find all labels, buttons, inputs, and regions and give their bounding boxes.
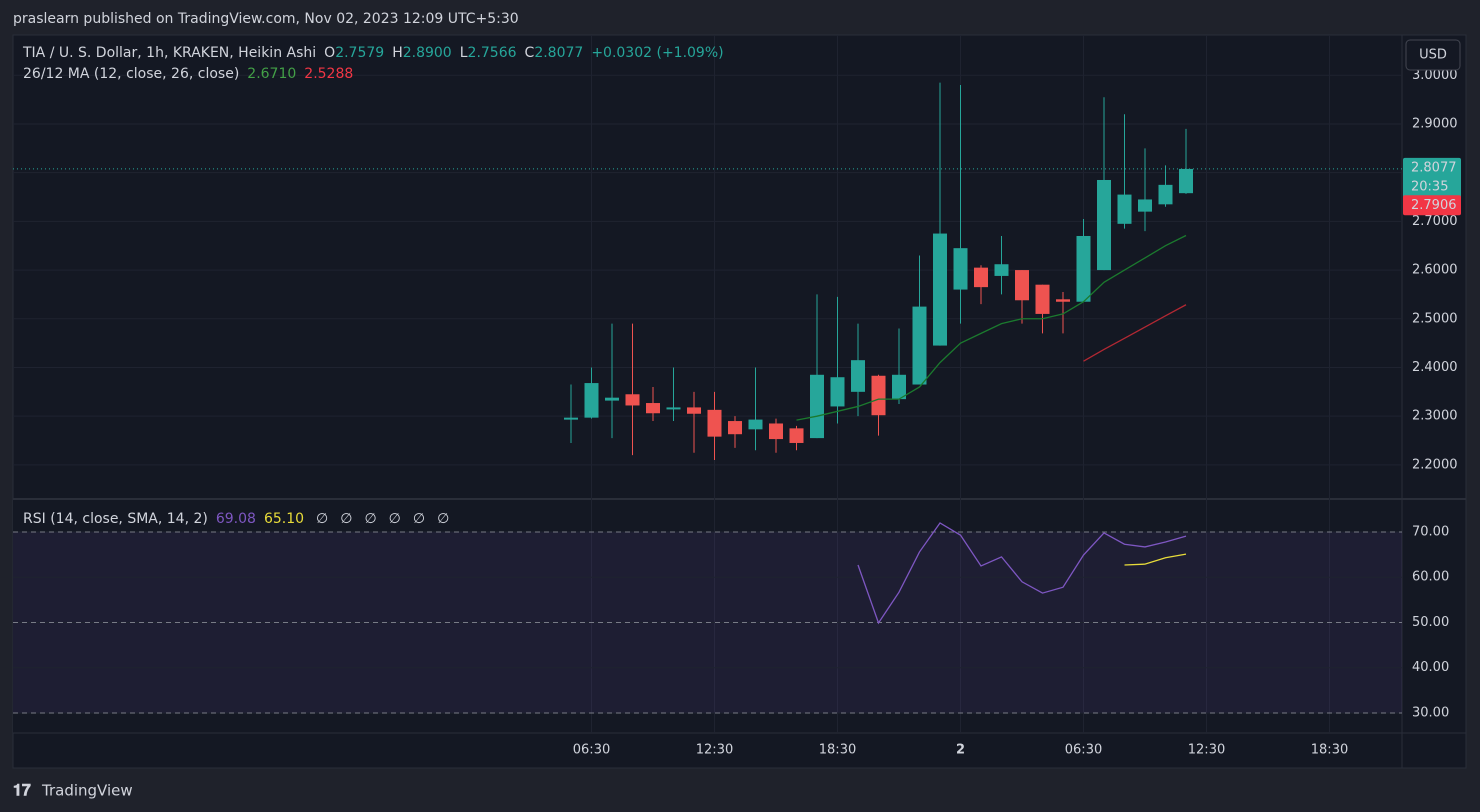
- legend: TIA / U. S. Dollar, 1h, KRAKEN, Heikin A…: [22, 45, 724, 61]
- candle-body: [1117, 194, 1132, 224]
- candle-body: [564, 417, 578, 420]
- legend-item: 2.6710: [247, 66, 296, 82]
- legend-item: O: [324, 45, 335, 61]
- y-tick-label: 2.5000: [1412, 311, 1458, 326]
- candle-body: [912, 306, 927, 385]
- legend-item: L: [460, 45, 468, 61]
- candle-body: [789, 428, 804, 443]
- x-tick-label: 06:30: [573, 743, 610, 758]
- candle-body: [994, 264, 1009, 276]
- indicator-line: [857, 522, 1187, 625]
- candle-body: [1138, 199, 1152, 212]
- candle-body: [1158, 184, 1173, 205]
- currency-label: USD: [1419, 48, 1447, 63]
- candle-body: [584, 383, 599, 418]
- legend-item: 2.7579: [335, 45, 384, 61]
- candle-body: [1179, 168, 1193, 194]
- legend-item: 2.7566: [468, 45, 517, 61]
- y-tick-label: 40.00: [1412, 660, 1449, 675]
- y-tick-label: 60.00: [1412, 570, 1449, 585]
- legend-item: C: [525, 45, 535, 61]
- logo-text: TradingView: [41, 782, 133, 800]
- candle-body: [810, 374, 824, 439]
- legend: 26/12 MA (12, close, 26, close) 2.6710 2.5…: [23, 66, 353, 82]
- y-tick-label: 3.0000: [1412, 68, 1458, 83]
- candle-body: [1056, 299, 1070, 302]
- indicator-line: [1124, 553, 1187, 566]
- legend-item: ∅: [316, 511, 328, 527]
- candle-body: [646, 403, 660, 414]
- legend-item: ∅: [437, 511, 449, 527]
- legend: RSI (14, close, SMA, 14, 2) 69.08 65.10 ∅ ∅ ∅…: [23, 511, 449, 527]
- candle-body: [1035, 284, 1050, 314]
- price-marker-countdown: 20:35: [1411, 179, 1448, 194]
- legend-item: 2.8077: [534, 45, 583, 61]
- candle-body: [666, 407, 681, 410]
- candle-body: [687, 407, 701, 414]
- x-tick-label: 06:30: [1065, 743, 1102, 758]
- candle-body: [830, 377, 845, 407]
- legend-item: RSI (14, close, SMA, 14, 2): [23, 511, 208, 527]
- candle-body: [933, 233, 947, 346]
- rsi-pane: [13, 500, 1402, 733]
- y-tick-label: 50.00: [1412, 615, 1449, 630]
- legend-item: ∅: [340, 511, 352, 527]
- price-marker-label: 2.7906: [1411, 198, 1457, 213]
- indicator-line: [1083, 304, 1187, 362]
- x-tick-label: 2: [956, 743, 965, 758]
- y-tick-label: 70.00: [1412, 524, 1449, 539]
- y-tick-label: 2.6000: [1412, 263, 1458, 278]
- legend-item: ∅: [364, 511, 376, 527]
- x-tick-label: 18:30: [1311, 743, 1348, 758]
- logo-mark: 𝟏𝟕: [13, 781, 31, 800]
- price-marker: [1403, 157, 1461, 198]
- legend-item: 26/12 MA (12, close, 26, close): [23, 66, 239, 82]
- legend-item: ∅: [389, 511, 401, 527]
- y-tick-label: 2.4000: [1412, 360, 1458, 375]
- price-marker-label: 2.8077: [1411, 160, 1457, 175]
- candle-body: [625, 394, 640, 406]
- candle-body: [748, 419, 763, 430]
- indicator-line: [796, 234, 1187, 421]
- candle-body: [707, 409, 722, 437]
- candle-body: [974, 267, 988, 288]
- currency-button[interactable]: [1405, 39, 1461, 71]
- candle-body: [769, 423, 783, 440]
- x-tick-label: 12:30: [696, 743, 733, 758]
- legend-item: 2.8900: [403, 45, 452, 61]
- legend-item: 69.08: [216, 511, 256, 527]
- x-tick-label: 12:30: [1188, 743, 1225, 758]
- y-tick-label: 2.3000: [1412, 409, 1458, 424]
- legend-item: ∅: [413, 511, 425, 527]
- price-marker: [1403, 195, 1461, 216]
- candle-body: [1015, 270, 1029, 301]
- legend-item: +0.0302 (+1.09%): [591, 45, 723, 61]
- publish-header: praslearn published on TradingView.com, …: [13, 11, 519, 27]
- legend-item: 2.5288: [304, 66, 353, 82]
- candle-body: [851, 360, 865, 392]
- y-tick-label: 2.7000: [1412, 214, 1458, 229]
- candle-body: [871, 375, 886, 416]
- candle-body: [728, 421, 742, 435]
- legend-item: TIA / U. S. Dollar, 1h, KRAKEN, Heikin A…: [22, 45, 316, 61]
- y-tick-label: 30.00: [1412, 705, 1449, 720]
- candle-body: [953, 248, 968, 290]
- y-tick-label: 2.2000: [1412, 457, 1458, 472]
- candle-body: [605, 397, 619, 401]
- candle-body: [1076, 235, 1091, 302]
- logo[interactable]: 𝟏𝟕 TradingView: [13, 781, 133, 800]
- y-tick-label: 2.9000: [1412, 116, 1458, 131]
- legend-item: H: [392, 45, 403, 61]
- candle-body: [1097, 179, 1111, 271]
- x-tick-label: 18:30: [819, 743, 856, 758]
- legend-item: 65.10: [264, 511, 304, 527]
- candle-body: [892, 374, 906, 400]
